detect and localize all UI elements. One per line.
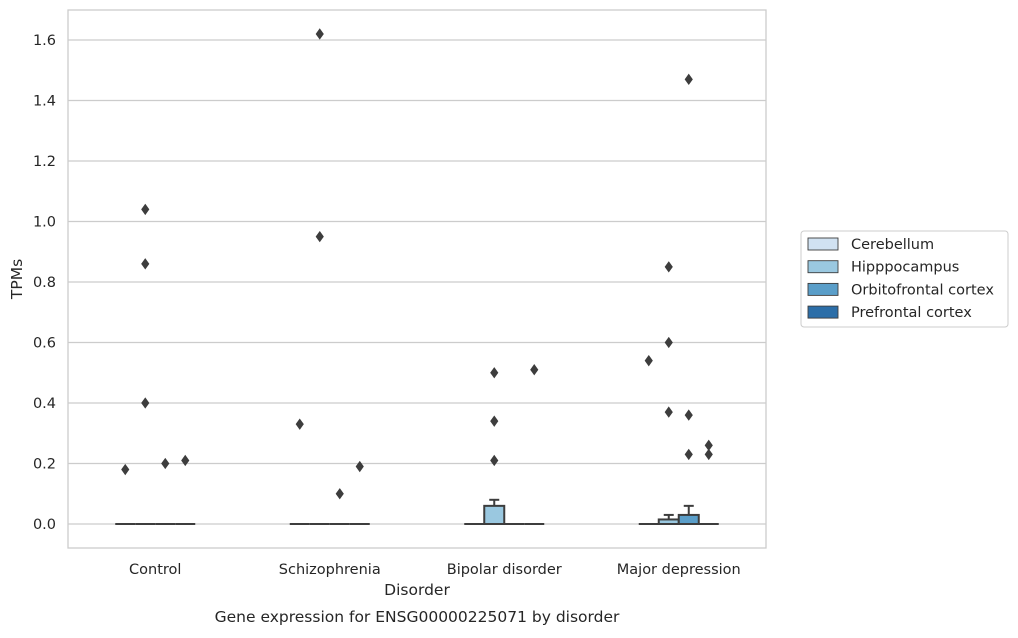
box-body bbox=[677, 513, 700, 525]
outlier-point bbox=[490, 367, 499, 379]
legend-item: Prefrontal cortex bbox=[807, 305, 972, 321]
y-tick-label: 1.4 bbox=[33, 94, 56, 110]
outlier-point bbox=[121, 463, 130, 476]
outlier-point bbox=[141, 203, 150, 216]
y-axis-ticks: 0.0 0.2 0.4 0.6 0.8 1.0 1.2 1.4 1.6 bbox=[33, 33, 56, 533]
legend-swatch bbox=[807, 282, 839, 296]
boxes bbox=[115, 498, 719, 526]
legend-swatch bbox=[807, 237, 839, 251]
y-tick-label: 0.6 bbox=[33, 336, 56, 352]
gridlines bbox=[68, 39, 766, 525]
outlier-point bbox=[335, 488, 344, 500]
outlier-point bbox=[295, 418, 304, 430]
legend-item: Cerebellum bbox=[807, 237, 934, 253]
outlier-point bbox=[704, 448, 713, 461]
y-tick-label: 0.2 bbox=[33, 457, 56, 473]
legend-swatch bbox=[807, 305, 839, 319]
outlier-point bbox=[530, 364, 539, 376]
x-tick-label: Schizophrenia bbox=[279, 562, 381, 578]
legend-label: Cerebellum bbox=[851, 237, 934, 253]
y-tick-label: 0.4 bbox=[33, 396, 56, 412]
outliers bbox=[121, 28, 713, 500]
y-tick-label: 0.8 bbox=[33, 275, 56, 291]
legend-label: Hipppocampus bbox=[851, 260, 959, 276]
outlier-point bbox=[684, 73, 693, 86]
x-tick-label: Major depression bbox=[617, 562, 741, 578]
outlier-point bbox=[644, 354, 653, 367]
y-tick-label: 0.0 bbox=[33, 517, 56, 533]
box-body bbox=[483, 504, 506, 526]
box-group bbox=[677, 504, 700, 525]
y-axis-title: TPMs bbox=[8, 259, 26, 300]
outlier-point bbox=[684, 448, 693, 461]
y-tick-label: 1.2 bbox=[33, 154, 56, 170]
outlier-point bbox=[490, 454, 499, 467]
outlier-point bbox=[355, 460, 364, 473]
plot-frame bbox=[67, 9, 767, 549]
x-axis-title: Disorder bbox=[384, 581, 450, 599]
x-tick-label: Bipolar disorder bbox=[447, 562, 562, 578]
legend-item: Hipppocampus bbox=[807, 260, 959, 276]
outlier-point bbox=[664, 336, 673, 349]
legend-item: Orbitofrontal cortex bbox=[807, 282, 994, 298]
outlier-point bbox=[141, 397, 150, 409]
outlier-point bbox=[315, 230, 324, 243]
outlier-point bbox=[664, 261, 673, 273]
chart-caption: Gene expression for ENSG00000225071 by d… bbox=[215, 608, 620, 626]
legend-frame bbox=[800, 230, 1009, 328]
outlier-point bbox=[181, 454, 190, 467]
legend-label: Orbitofrontal cortex bbox=[851, 282, 994, 298]
outlier-point bbox=[315, 28, 324, 40]
outlier-point bbox=[490, 415, 499, 427]
outlier-point bbox=[141, 258, 150, 270]
outlier-point bbox=[684, 409, 693, 421]
y-tick-label: 1.0 bbox=[33, 215, 56, 231]
legend: Cerebellum Hipppocampus Orbitofrontal cort… bbox=[800, 230, 1009, 328]
x-axis-ticks: Control Schizophrenia Bipolar disorder Majo… bbox=[129, 562, 741, 578]
outlier-point bbox=[664, 406, 673, 418]
legend-swatch bbox=[807, 260, 839, 274]
y-tick-label: 1.6 bbox=[33, 33, 56, 49]
legend-label: Prefrontal cortex bbox=[851, 305, 972, 321]
x-tick-label: Control bbox=[129, 562, 181, 578]
box-group bbox=[657, 513, 680, 526]
outlier-point bbox=[161, 457, 170, 470]
box-group bbox=[483, 498, 506, 526]
